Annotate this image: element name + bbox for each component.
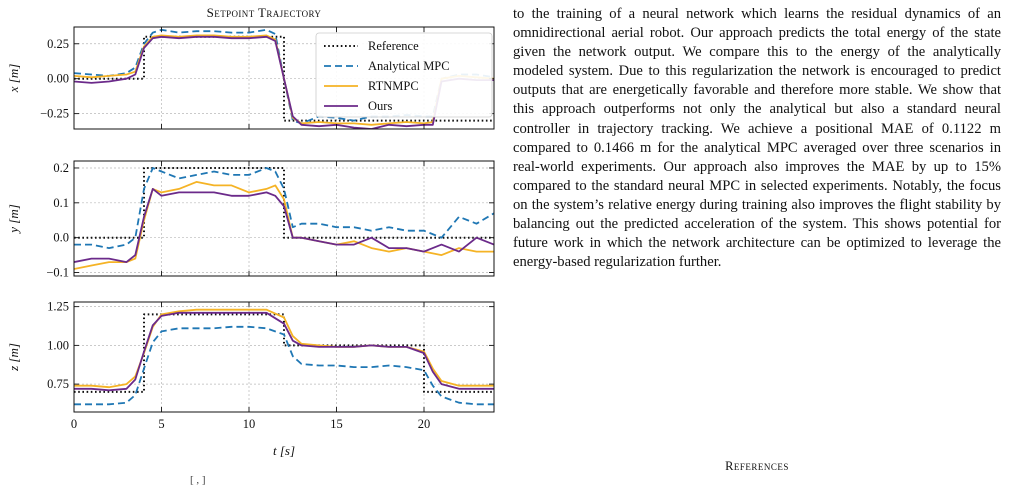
series-line-analytical-mpc xyxy=(74,167,494,250)
x-axis-label: t [s] xyxy=(273,443,295,458)
conclusion-paragraph: to the training of a neural network whic… xyxy=(513,6,1001,271)
legend-label: RTNMPC xyxy=(368,79,419,93)
series-line-reference xyxy=(74,313,494,393)
legend-box xyxy=(315,32,493,118)
paper-text-column: to the training of a neural network whic… xyxy=(513,5,1001,272)
figure-title: Setpoint Trajectory xyxy=(207,5,322,20)
legend: Reference Analytical MPC RTNMPC Ours xyxy=(315,32,493,118)
y-tick-label: 0.1 xyxy=(53,196,69,210)
axes-frame xyxy=(73,160,495,277)
series-line-ours xyxy=(74,187,494,264)
legend-label: Ours xyxy=(368,99,392,113)
y-tick-label: 0.25 xyxy=(47,37,69,51)
x-tick-label: 5 xyxy=(158,417,164,431)
y-tick-label: 0.75 xyxy=(47,377,69,391)
y-tick-label: −0.1 xyxy=(46,266,69,280)
series-line-ours xyxy=(74,311,494,392)
series-line-ours xyxy=(74,35,494,129)
subplot-x: 0.25 0.00 −0.25 x [m] Reference Analytical MP… xyxy=(6,26,495,130)
axes-frame xyxy=(73,301,495,413)
y-tick-label: 1.00 xyxy=(47,338,69,352)
references-heading: References xyxy=(725,459,789,473)
x-tick-label: 15 xyxy=(330,417,343,431)
legend-label: Reference xyxy=(368,39,419,53)
subplot-z: 0 5 10 15 20 1.25 1.00 0.75 z [m] xyxy=(6,300,495,431)
series-line-analytical-mpc xyxy=(74,325,494,406)
y-tick-label: 0.00 xyxy=(47,72,69,86)
y-tick-label: 0.0 xyxy=(53,231,69,245)
y-axis-label: y [m] xyxy=(6,204,21,235)
y-tick-label: −0.25 xyxy=(40,107,69,121)
x-tick-label: 10 xyxy=(243,417,256,431)
y-tick-label: 0.2 xyxy=(53,161,69,175)
y-axis-label: x [m] xyxy=(6,64,21,94)
y-tick-label: 1.25 xyxy=(47,300,69,314)
setpoint-trajectory-figure: Setpoint Trajectory 0.250.00−0.25x [m]Re… xyxy=(6,5,495,458)
x-tick-label: 0 xyxy=(71,417,77,431)
y-axis-label: z [m] xyxy=(6,343,21,372)
subplot-y: 0.2 0.1 0.0 −0.1 y [m] xyxy=(6,160,495,280)
legend-label: Analytical MPC xyxy=(368,59,450,73)
x-tick-label: 20 xyxy=(418,417,431,431)
figure-caption-fragment: [ , ] xyxy=(190,474,206,486)
axes-frame xyxy=(73,26,495,130)
